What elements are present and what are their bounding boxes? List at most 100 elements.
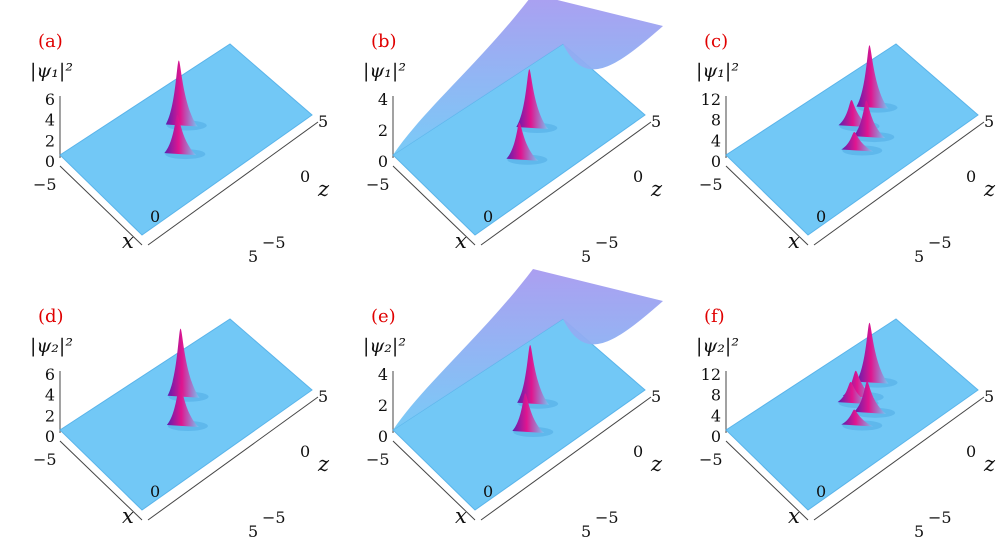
depth-tick-label: 0 bbox=[300, 167, 310, 186]
x-tick-label: −5 bbox=[366, 175, 390, 194]
x-axis-line bbox=[392, 440, 476, 521]
depth-tick-label: −5 bbox=[928, 233, 952, 252]
zlabel: |ψ₂|² bbox=[30, 335, 73, 357]
xlabel: x bbox=[122, 229, 134, 253]
peak bbox=[166, 383, 199, 427]
panel-c: (c) |ψ₁|² 12 8 4 0 −5 0 5 x 5 0 −5 z bbox=[666, 0, 999, 275]
z-tick-label: 4 bbox=[711, 406, 721, 425]
zlabel: |ψ₁|² bbox=[30, 60, 73, 82]
x-tick-label: 0 bbox=[483, 207, 493, 226]
panel-a: (a) |ψ₁|² 6 4 2 0 −5 0 5 x 5 0 −5 z bbox=[0, 0, 333, 275]
ylabel: z bbox=[650, 177, 663, 201]
peak bbox=[516, 69, 549, 130]
surface-plot-f: (f) |ψ₂|² 12 84 0 −5 0 5 x 5 0 −5 z bbox=[696, 306, 996, 541]
z-depth-axis-line bbox=[480, 396, 652, 521]
z-tick-label: 4 bbox=[45, 111, 55, 130]
x-axis-line bbox=[59, 440, 143, 521]
x-tick-label: 0 bbox=[483, 482, 493, 501]
x-tick-label: 0 bbox=[816, 207, 826, 226]
peak bbox=[853, 100, 886, 139]
depth-tick-label: 5 bbox=[651, 387, 661, 406]
depth-tick-label: 0 bbox=[633, 442, 643, 461]
z-tick-label: 4 bbox=[45, 386, 55, 405]
surface-plane bbox=[392, 318, 646, 511]
peak bbox=[856, 322, 889, 384]
z-tick-label: 4 bbox=[711, 131, 721, 150]
peak bbox=[164, 114, 197, 156]
depth-tick-label: 0 bbox=[633, 167, 643, 186]
x-axis-line bbox=[725, 440, 809, 521]
z-tick-label: 2 bbox=[378, 396, 388, 415]
z-tick-label: 0 bbox=[711, 427, 721, 446]
z-tick-label: 2 bbox=[45, 131, 55, 150]
panel-label: (e) bbox=[371, 306, 396, 327]
peak bbox=[512, 393, 545, 434]
depth-tick-label: 5 bbox=[318, 387, 328, 406]
x-tick-label: −5 bbox=[33, 175, 57, 194]
z-tick-label: 0 bbox=[711, 152, 721, 171]
z-tick-label: 2 bbox=[45, 406, 55, 425]
panel-label: (f) bbox=[704, 306, 725, 327]
surface-plot-d: (d) |ψ₂|² 6 42 0 −5 0 5 x 5 0 −5 z bbox=[30, 306, 330, 541]
z-tick-label: 12 bbox=[701, 365, 721, 384]
depth-tick-label: −5 bbox=[595, 233, 619, 252]
peak bbox=[837, 382, 870, 405]
z-depth-axis-line bbox=[147, 396, 319, 521]
z-tick-label: 4 bbox=[378, 90, 388, 109]
x-tick-label: 5 bbox=[914, 522, 924, 541]
depth-tick-label: 0 bbox=[966, 442, 976, 461]
peak bbox=[841, 132, 874, 152]
x-tick-label: −5 bbox=[33, 450, 57, 469]
depth-tick-label: −5 bbox=[262, 508, 286, 527]
z-tick-label: 4 bbox=[378, 365, 388, 384]
x-tick-label: 5 bbox=[581, 247, 591, 266]
z-tick-label: 12 bbox=[701, 90, 721, 109]
peak bbox=[856, 45, 889, 109]
x-tick-label: 5 bbox=[248, 247, 258, 266]
z-depth-axis-line bbox=[480, 121, 652, 246]
depth-tick-label: 5 bbox=[651, 112, 661, 131]
panel-label: (b) bbox=[371, 31, 397, 52]
panel-label: (a) bbox=[38, 31, 63, 52]
background-rise bbox=[393, 269, 663, 430]
x-tick-label: 5 bbox=[914, 247, 924, 266]
zlabel: |ψ₁|² bbox=[363, 60, 406, 82]
peak bbox=[167, 328, 200, 398]
depth-tick-label: 5 bbox=[318, 112, 328, 131]
ylabel: z bbox=[317, 452, 330, 476]
x-tick-label: −5 bbox=[366, 450, 390, 469]
x-axis-line bbox=[392, 165, 476, 246]
x-tick-label: 0 bbox=[150, 482, 160, 501]
x-tick-label: −5 bbox=[699, 175, 723, 194]
x-axis-line bbox=[725, 165, 809, 246]
surface-plot-e: (e) |ψ₂|² 4 2 0 −5 0 5 x 5 0 −5 z bbox=[363, 269, 663, 541]
x-tick-label: 5 bbox=[248, 522, 258, 541]
z-tick-label: 2 bbox=[378, 121, 388, 140]
x-axis-line bbox=[59, 165, 143, 246]
panel-f: (f) |ψ₂|² 12 8 4 0 −5 0 5 x 5 0 −5 z bbox=[666, 275, 999, 550]
depth-tick-label: 0 bbox=[966, 167, 976, 186]
panel-d: (d) |ψ₂|² 6 4 2 0 −5 0 5 x 5 0 −5 z bbox=[0, 275, 333, 550]
depth-tick-label: −5 bbox=[928, 508, 952, 527]
z-depth-axis-line bbox=[147, 121, 319, 246]
peak bbox=[854, 381, 887, 414]
panel-label: (d) bbox=[38, 306, 64, 327]
z-tick-label: 0 bbox=[45, 427, 55, 446]
background-rise bbox=[393, 0, 663, 155]
z-tick-label: 6 bbox=[45, 365, 55, 384]
z-tick-label: 8 bbox=[711, 111, 721, 130]
peak bbox=[841, 409, 874, 427]
peak bbox=[517, 344, 550, 405]
depth-tick-label: −5 bbox=[262, 233, 286, 252]
z-depth-axis-line bbox=[813, 396, 985, 521]
z-tick-label: 6 bbox=[45, 90, 55, 109]
ylabel: z bbox=[983, 177, 996, 201]
x-tick-label: 0 bbox=[816, 482, 826, 501]
depth-tick-label: 5 bbox=[984, 387, 994, 406]
panel-b: (b) |ψ₁|² 4 2 0 −5 0 5 x 5 0 −5 z bbox=[333, 0, 666, 275]
depth-tick-label: 5 bbox=[984, 112, 994, 131]
zlabel: |ψ₂|² bbox=[363, 335, 406, 357]
peak bbox=[165, 60, 198, 127]
surface-plot-b: (b) |ψ₁|² 4 2 0 −5 0 5 x 5 0 −5 z bbox=[363, 0, 663, 266]
ylabel: z bbox=[317, 177, 330, 201]
